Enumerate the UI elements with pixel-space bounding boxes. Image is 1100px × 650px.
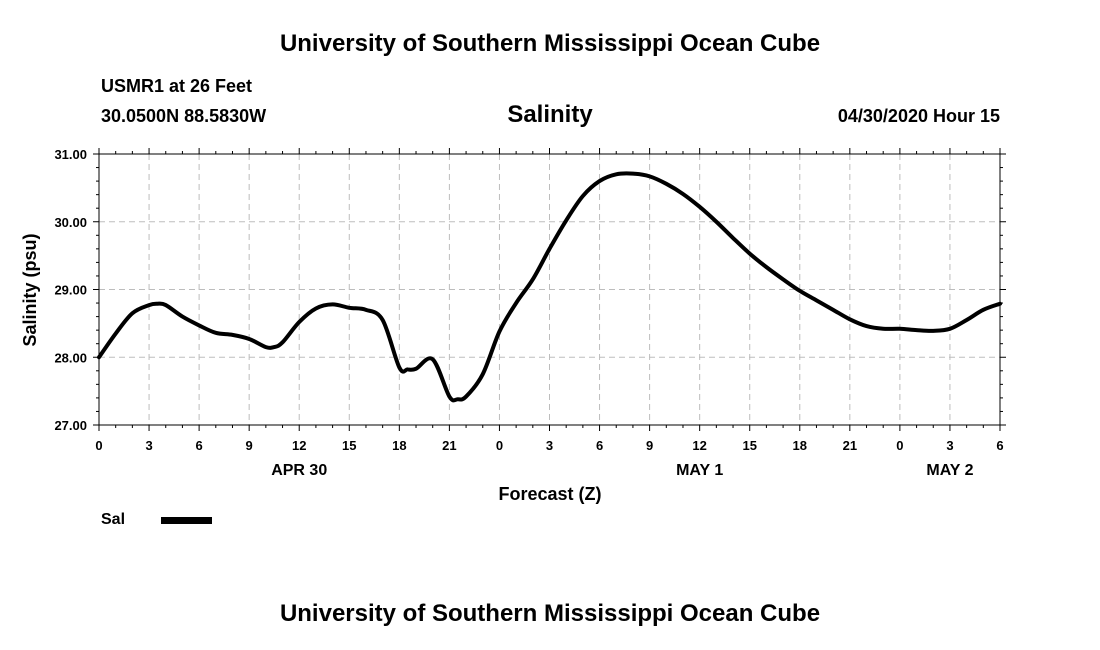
- series-line-sal: [97, 171, 1002, 403]
- x-tick-label: 3: [946, 438, 953, 453]
- issue-time: 04/30/2020 Hour 15: [837, 106, 1000, 126]
- x-tick-label: 18: [392, 438, 406, 453]
- x-tick-label: 3: [145, 438, 152, 453]
- x-tick-label: 0: [496, 438, 503, 453]
- x-tick-label: 12: [292, 438, 306, 453]
- x-tick-label: 6: [596, 438, 603, 453]
- y-tick-label: 29.00: [54, 283, 87, 298]
- x-tick-label: 18: [793, 438, 807, 453]
- axes: 27.00 28.00 29.00 30.00 31.00 0 3 6 9 12 15 18 21 0 3 6…: [54, 147, 1006, 479]
- x-tick-label: 6: [195, 438, 202, 453]
- footer-title: University of Southern Mississippi Ocean…: [279, 600, 821, 627]
- x-tick-label: 15: [342, 438, 356, 453]
- day-label: MAY 2: [926, 462, 973, 479]
- x-tick-label: 6: [996, 438, 1003, 453]
- chart-title: University of Southern Mississippi Ocean…: [279, 30, 821, 57]
- station-label: USMR1 at 26 Feet: [101, 76, 253, 96]
- salinity-chart: 27.00 28.00 29.00 30.00 31.00 0 3 6 9 12 15 18 21 0 3 6…: [20, 147, 1006, 528]
- x-tick-label: 12: [692, 438, 706, 453]
- variable-title: Salinity: [507, 101, 593, 128]
- x-tick-label: 21: [843, 438, 857, 453]
- grid-lines: [99, 154, 1000, 425]
- legend-swatch: [161, 517, 212, 524]
- x-tick-label: 9: [646, 438, 653, 453]
- x-tick-label: 0: [95, 438, 102, 453]
- day-label: APR 30: [271, 462, 327, 479]
- day-label: MAY 1: [676, 462, 723, 479]
- y-tick-label: 31.00: [54, 147, 87, 162]
- y-axis-label: Salinity (psu): [20, 233, 40, 346]
- x-tick-label: 15: [742, 438, 756, 453]
- plot-frame: [98, 153, 1001, 426]
- x-tick-label: 0: [896, 438, 903, 453]
- y-tick-label: 28.00: [54, 350, 87, 365]
- x-tick-label: 3: [546, 438, 553, 453]
- x-tick-label: 21: [442, 438, 456, 453]
- x-tick-label: 9: [246, 438, 253, 453]
- station-coordinates: 30.0500N 88.5830W: [101, 106, 267, 126]
- legend-label: Sal: [101, 511, 125, 528]
- y-tick-label: 27.00: [54, 418, 87, 433]
- x-axis-label: Forecast (Z): [498, 484, 601, 504]
- y-tick-label: 30.00: [54, 215, 87, 230]
